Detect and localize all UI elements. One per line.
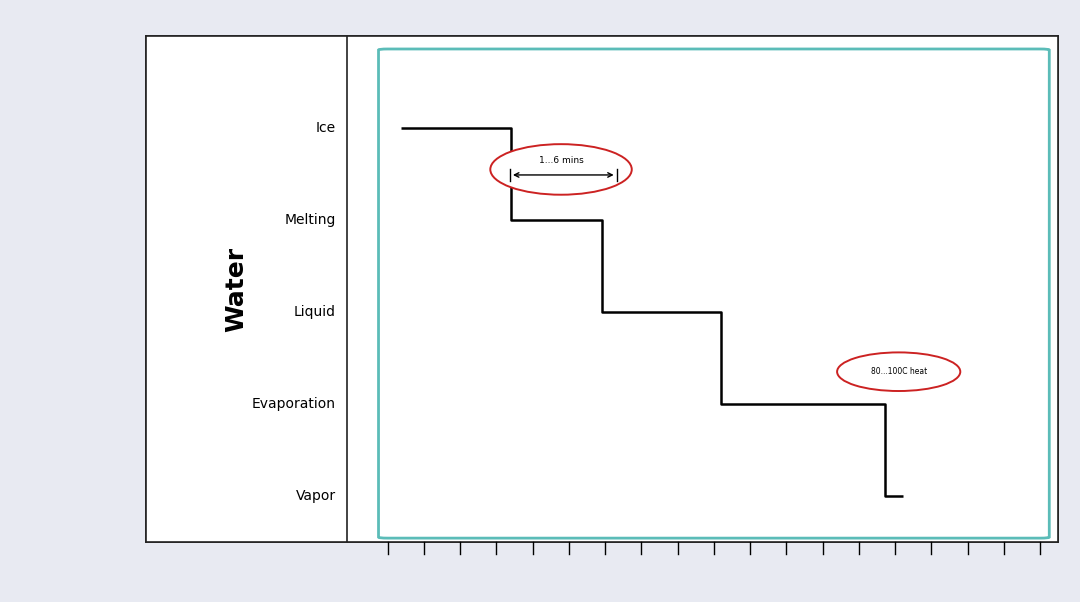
Text: 80...100C heat: 80...100C heat	[870, 367, 927, 376]
Ellipse shape	[490, 144, 632, 194]
Text: Melting: Melting	[284, 213, 336, 227]
Text: 1...6 mins: 1...6 mins	[539, 156, 583, 165]
Text: Water: Water	[225, 246, 248, 332]
Text: Evaporation: Evaporation	[252, 397, 336, 411]
Text: Liquid: Liquid	[294, 305, 336, 319]
Ellipse shape	[837, 352, 960, 391]
Text: Vapor: Vapor	[296, 489, 336, 503]
Text: Ice: Ice	[315, 121, 336, 135]
